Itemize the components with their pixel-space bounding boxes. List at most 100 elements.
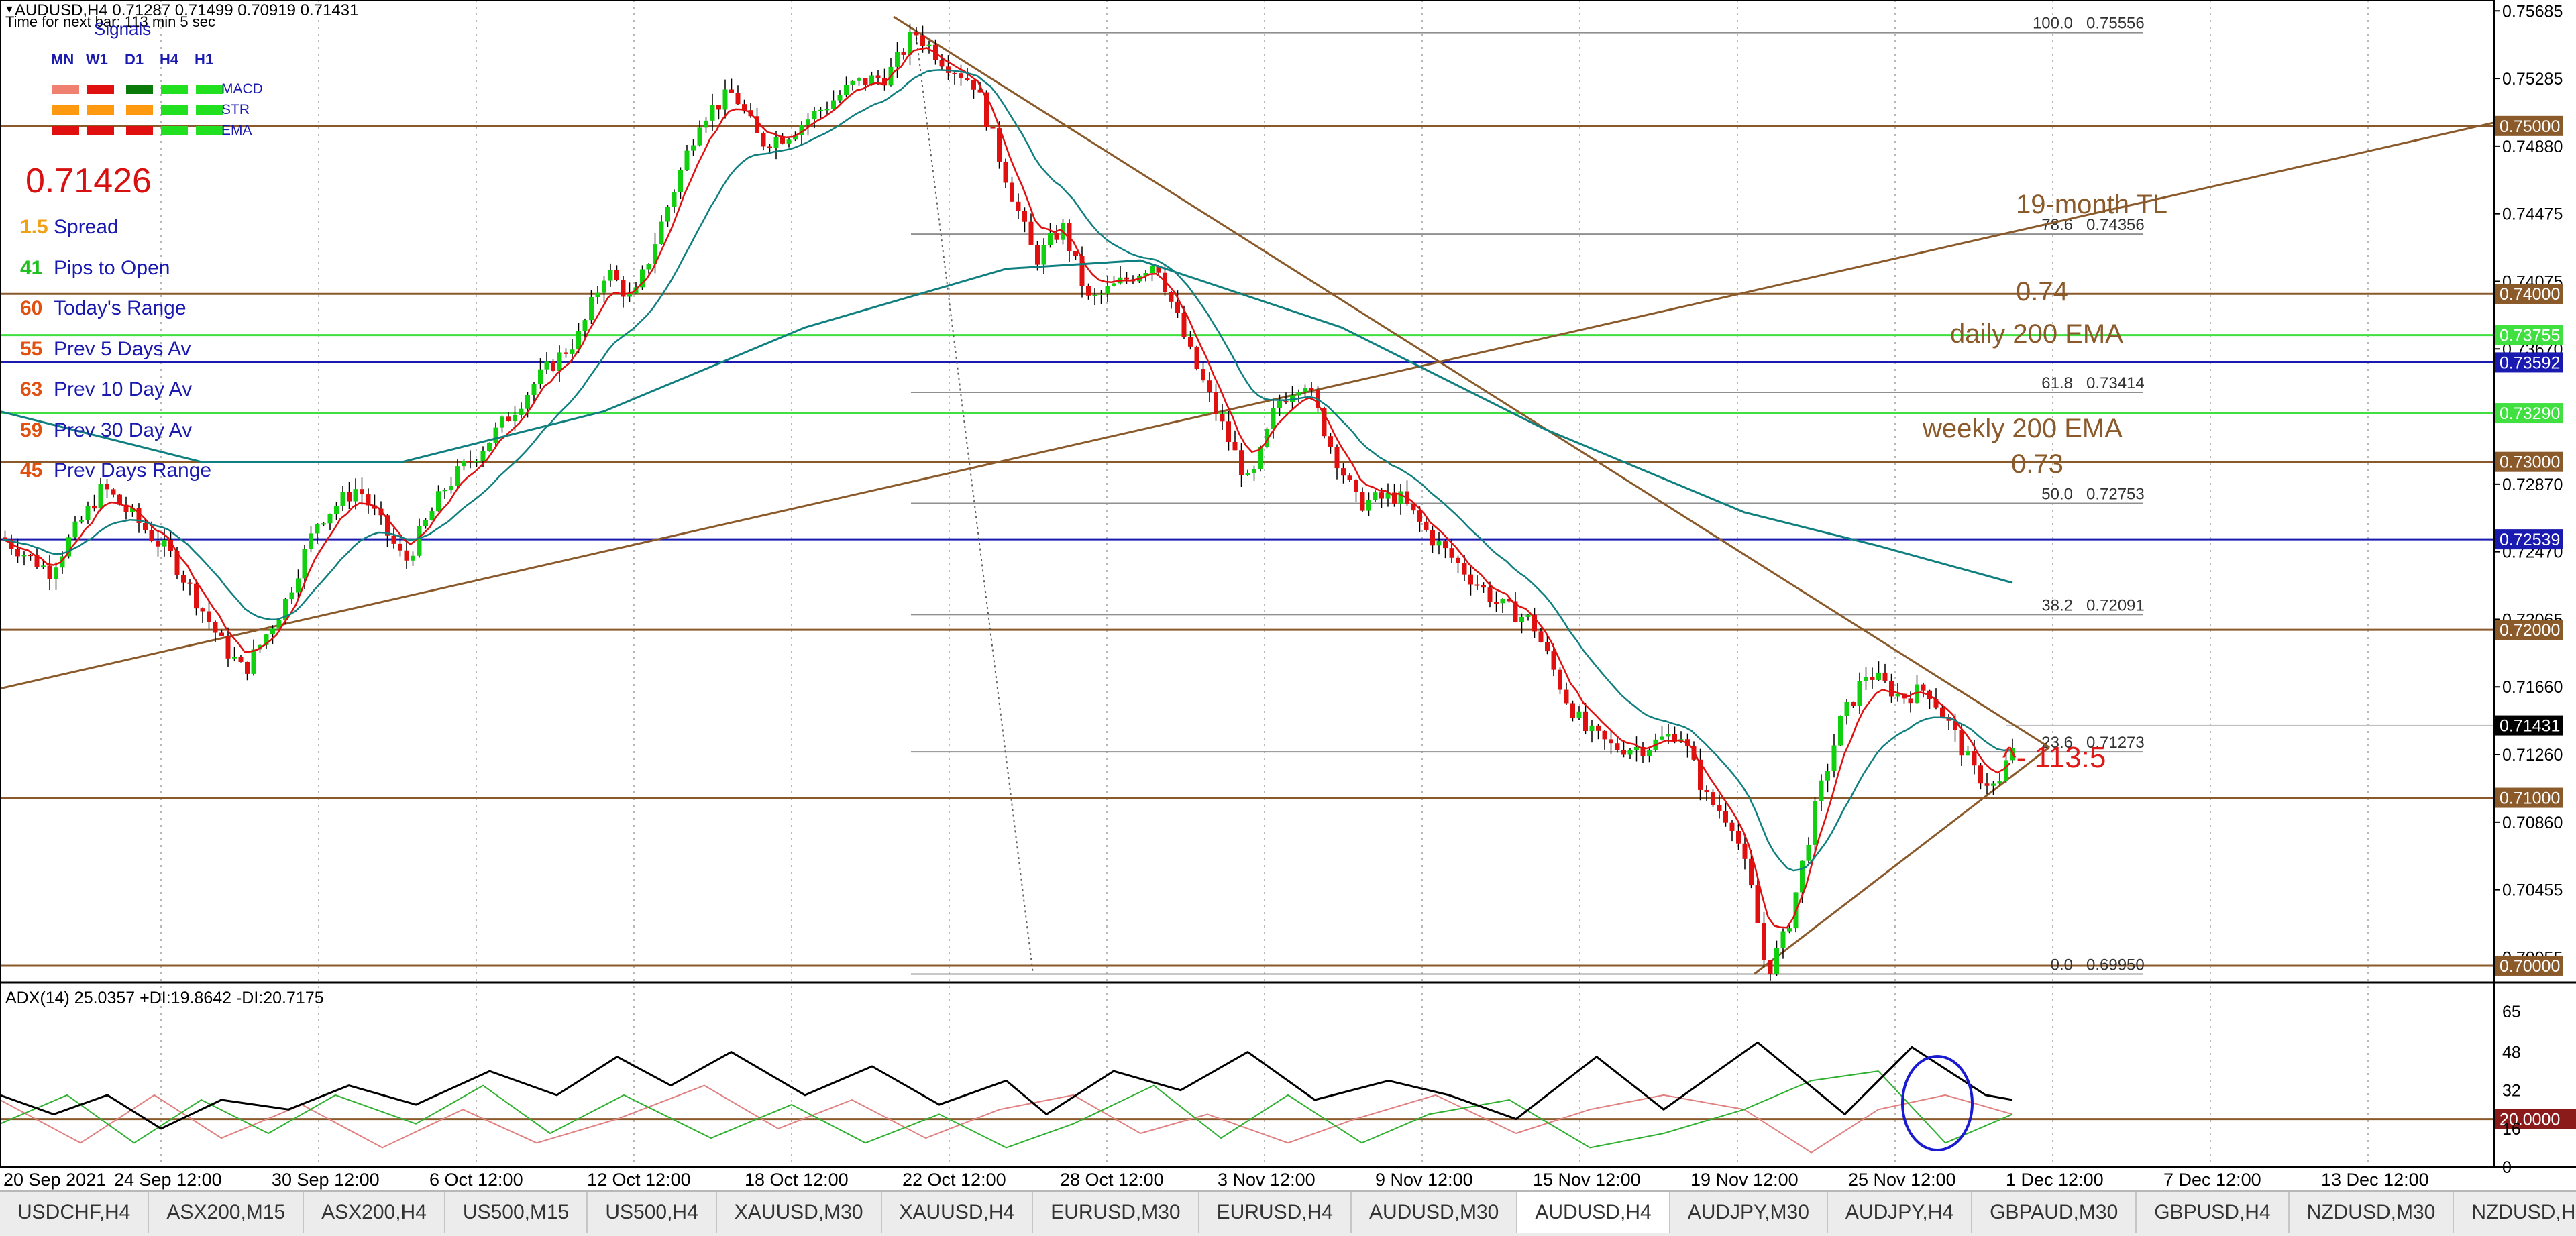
candle-body xyxy=(920,35,925,46)
stat-value: 59 xyxy=(20,418,43,441)
candle-body xyxy=(939,60,945,67)
symbol-tab[interactable]: AUDJPY,M30 xyxy=(1670,1192,1828,1233)
symbol-tab[interactable]: EURUSD,M30 xyxy=(1033,1192,1199,1233)
chart-menu-triangle-icon[interactable]: ▼ xyxy=(4,4,15,15)
candle-body xyxy=(1079,256,1085,286)
symbol-tab[interactable]: XAUUSD,M30 xyxy=(717,1192,882,1233)
candle-body xyxy=(462,461,466,467)
candle-body xyxy=(525,395,530,409)
candle-body xyxy=(1181,313,1187,337)
candle-body xyxy=(1417,510,1422,522)
candle-body xyxy=(360,489,364,495)
candle-body xyxy=(200,608,205,612)
level-price-tag-label: 0.70000 xyxy=(2500,957,2560,976)
candle-body xyxy=(1513,601,1518,622)
candle-body xyxy=(1169,292,1174,302)
candle-body xyxy=(238,657,244,662)
fib-level-price: 0.73414 xyxy=(2086,374,2145,392)
candle-body xyxy=(1615,743,1620,750)
candle-body xyxy=(1583,711,1588,732)
symbol-tab[interactable]: EURUSD,H4 xyxy=(1199,1192,1352,1233)
candle-body xyxy=(564,352,568,354)
symbol-tab[interactable]: AUDUSD,H4 xyxy=(1517,1192,1670,1233)
candle-body xyxy=(156,541,160,547)
candle-body xyxy=(480,451,486,461)
candle-body xyxy=(309,533,313,549)
fib-level-name: 61.8 xyxy=(2041,374,2073,392)
level-price-tag xyxy=(2496,955,2563,976)
price-tick-label: 0.74880 xyxy=(2502,137,2563,156)
candle-body xyxy=(219,632,224,636)
candle-body xyxy=(1156,266,1161,273)
symbol-tab[interactable]: US500,M15 xyxy=(445,1192,588,1233)
trendlines xyxy=(0,15,2495,975)
signal-timeframe-w1: W1 xyxy=(86,51,108,68)
candle-body xyxy=(1398,491,1403,504)
adx-line xyxy=(0,1041,2013,1130)
symbol-tab[interactable]: NZDUSD,H4 xyxy=(2454,1192,2576,1233)
candle-body xyxy=(1768,960,1773,974)
candle-body xyxy=(869,75,874,86)
symbol-tab[interactable]: ASX200,H4 xyxy=(304,1192,445,1233)
candle-body xyxy=(1602,730,1607,740)
minus-di-line xyxy=(0,1084,2013,1154)
symbol-tab[interactable]: ASX200,M15 xyxy=(149,1192,305,1233)
candle-body xyxy=(136,508,142,523)
candle-body xyxy=(1220,414,1225,422)
candle-body xyxy=(1086,286,1091,296)
level-price-tag-label: 0.72539 xyxy=(2500,530,2560,549)
candle-body xyxy=(168,539,173,551)
level-price-tag-label: 0.73290 xyxy=(2500,404,2560,423)
signal-cell xyxy=(87,105,114,115)
time-axis-label: 25 Nov 12:00 xyxy=(1848,1170,1956,1190)
candle-body xyxy=(1915,684,1919,704)
candle-body xyxy=(1558,669,1562,690)
candle-body xyxy=(1647,750,1652,756)
chart-grid xyxy=(160,0,2369,1167)
candle-body xyxy=(755,116,759,133)
symbol-tab[interactable]: NZDUSD,M30 xyxy=(2290,1192,2455,1233)
price-tick-label: 0.75285 xyxy=(2502,70,2563,89)
signal-cell xyxy=(87,85,114,94)
candle-body xyxy=(449,485,453,490)
symbol-tab[interactable]: GBPUSD,H4 xyxy=(2137,1192,2290,1233)
level-price-tag xyxy=(2496,325,2563,345)
candle-body xyxy=(366,494,371,506)
symbol-tab[interactable]: GBPAUD,M30 xyxy=(1972,1192,2137,1233)
candle-body xyxy=(1112,283,1116,286)
fib-level-price: 0.71273 xyxy=(2086,734,2145,752)
candle-body xyxy=(1456,557,1460,563)
candle-body xyxy=(411,555,415,561)
time-axis-label: 15 Nov 12:00 xyxy=(1533,1170,1641,1190)
symbol-tab[interactable]: US500,H4 xyxy=(588,1192,717,1233)
signal-cell xyxy=(196,105,223,115)
symbol-tab[interactable]: USDCHF,H4 xyxy=(0,1192,150,1233)
candle-body xyxy=(1902,693,1907,699)
symbol-tab[interactable]: AUDJPY,H4 xyxy=(1828,1192,1973,1233)
time-axis-label: 22 Oct 12:00 xyxy=(902,1170,1006,1190)
stat-label: Prev 30 Day Av xyxy=(54,418,193,441)
stat-label: Prev 5 Days Av xyxy=(54,337,191,360)
level-074-annotation: 0.74 xyxy=(2016,277,2068,306)
candle-body xyxy=(1666,734,1671,737)
candle-body xyxy=(79,520,84,522)
candle-body xyxy=(1392,492,1397,504)
candle-body xyxy=(710,105,715,121)
candle-body xyxy=(697,127,702,146)
symbol-tab[interactable]: AUDUSD,M30 xyxy=(1352,1192,1518,1233)
candle-body xyxy=(1819,780,1824,801)
symbol-tab[interactable]: XAUUSD,H4 xyxy=(882,1192,1034,1233)
candle-body xyxy=(1634,747,1639,750)
candle-body xyxy=(952,72,957,74)
candle-body xyxy=(1698,759,1703,790)
level-price-tag-label: 0.72000 xyxy=(2500,621,2560,640)
candle-body xyxy=(1232,441,1238,451)
candle-body xyxy=(1825,771,1830,781)
candle-body xyxy=(34,555,40,567)
candle-body xyxy=(487,443,492,451)
candle-body xyxy=(614,270,619,280)
candle-body xyxy=(895,52,900,67)
price-tick-label: 0.75685 xyxy=(2502,2,2563,21)
